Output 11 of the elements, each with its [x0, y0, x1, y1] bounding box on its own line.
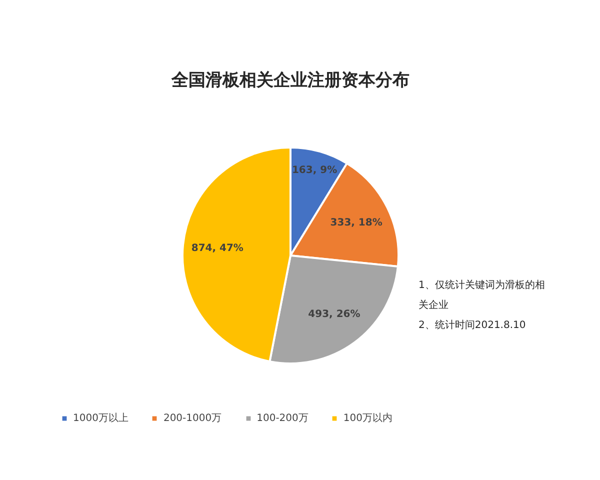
- legend-label: 1000万以上: [73, 412, 128, 425]
- legend-label: 100-200万: [256, 412, 308, 425]
- data-label: 163, 9%: [292, 164, 338, 176]
- data-label: 333, 18%: [330, 217, 382, 228]
- legend-label: 100万以内: [343, 412, 392, 425]
- text: 2、统计时间2021.8.10: [418, 319, 526, 331]
- legend-label: 200-1000万: [163, 412, 222, 425]
- chart-title: 全国滑板相关企业注册资本分布: [170, 70, 410, 90]
- data-label: 874, 47%: [191, 242, 244, 254]
- text: 1、仅统计关键词为滑板的相关企业: [418, 279, 545, 311]
- data-label: 493, 26%: [308, 309, 360, 320]
